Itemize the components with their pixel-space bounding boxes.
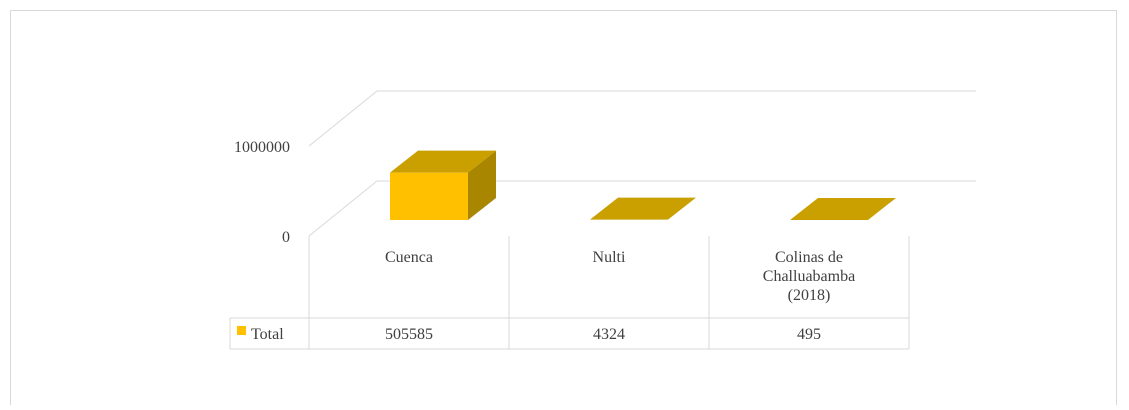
category-label: Nulti xyxy=(593,249,626,266)
bar-top xyxy=(590,197,696,220)
y-tick-label: 1000000 xyxy=(234,139,290,156)
bar-side xyxy=(468,150,496,220)
gridline-diagonal xyxy=(308,180,378,237)
bar-front xyxy=(390,172,468,220)
legend-key xyxy=(237,326,246,335)
bar-top xyxy=(390,150,496,173)
gridline-diagonal xyxy=(308,90,378,147)
category-label: Cuenca xyxy=(385,249,433,266)
data-table-value: 4324 xyxy=(593,326,625,343)
bar-top xyxy=(790,197,896,220)
y-tick-label: 0 xyxy=(282,229,290,246)
series-name: Total xyxy=(251,326,284,343)
data-table-value: 495 xyxy=(797,326,821,343)
category-label: Colinas de Challuabamba (2018) xyxy=(763,249,855,304)
data-table-value: 505585 xyxy=(385,326,433,343)
chart-frame xyxy=(10,10,1117,405)
